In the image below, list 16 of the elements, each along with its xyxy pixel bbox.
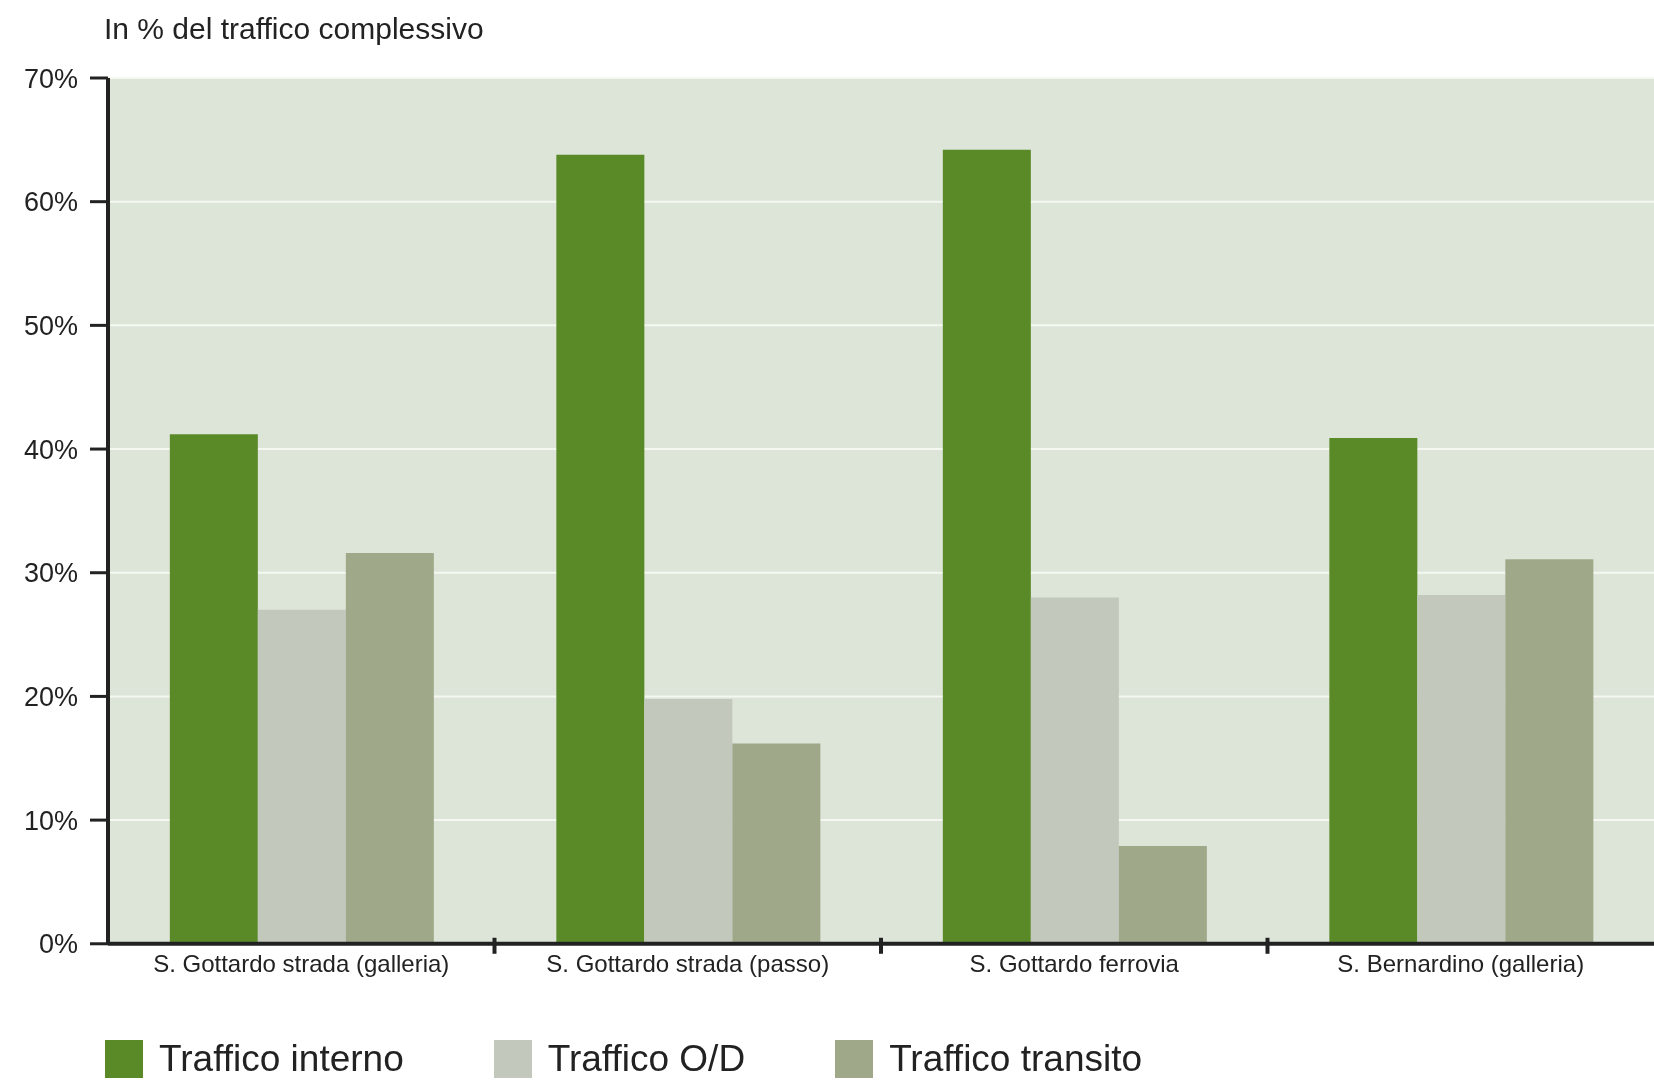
y-tick-label: 60% [23,187,78,218]
y-tick-label: 70% [23,63,78,94]
y-axis-title: In % del traffico complessivo [104,12,484,46]
legend-label: Traffico O/D [547,1038,746,1079]
legend-label: Traffico interno [159,1038,404,1079]
y-tick-label: 50% [23,310,78,341]
x-tick-label: S. Gottardo strada (passo) [546,949,830,977]
legend-label: Traffico transito [889,1038,1143,1079]
y-tick-label: 0% [38,929,78,960]
y-tick-label: 40% [23,434,78,465]
y-tick-label: 10% [23,805,78,836]
x-tick-label: S. Gottardo strada (galleria) [153,949,450,977]
y-tick-label: 30% [23,558,78,589]
x-tick-label: S. Bernardino (galleria) [1337,949,1585,977]
y-tick-label: 20% [23,682,78,712]
x-tick-label: S. Gottardo ferrovia [969,949,1180,977]
